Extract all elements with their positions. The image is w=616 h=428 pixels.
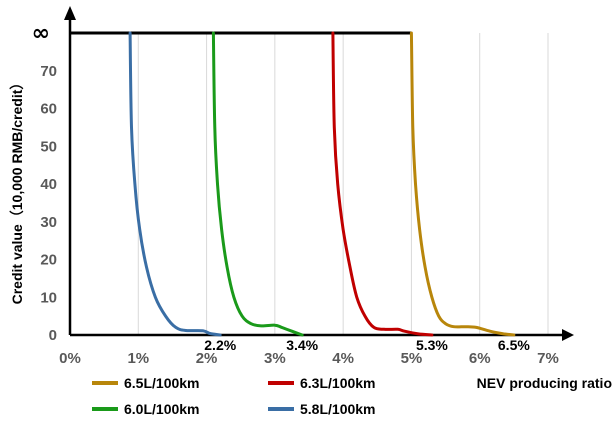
threshold-annotation: 3.4% [286,337,318,353]
y-tick-label: 20 [40,252,57,269]
grid-layer [137,33,549,335]
x-tick-label: 1% [127,350,149,367]
label-layer: 0 10 20 30 40 50 60 70 ∞ 0% 1% 2% 3% 4% 5% 6% 7% 2.2% 3.4%… [9,21,612,391]
series-layer [128,31,516,337]
x-tick-label: 0% [59,350,81,367]
y-tick-label: 10 [40,289,57,306]
y-axis-title: Credit value（10,000 RMB/credit） [9,76,25,305]
y-tick-label: 30 [40,214,57,231]
y-tick-label: 40 [40,176,57,193]
y-tick-label: ∞ [32,21,50,46]
legend-label: 6.0L/100km [124,401,200,417]
axis-layer [64,6,574,341]
y-tick-label: 50 [40,138,57,155]
threshold-annotation: 2.2% [204,337,236,353]
x-tick-label: 2% [196,350,218,367]
legend: 6.5L/100km 6.3L/100km 6.0L/100km 5.8L/100km [92,375,376,417]
series-line [409,31,516,337]
x-tick-label: 3% [264,350,286,367]
x-tick-label: 7% [537,350,559,367]
threshold-annotation: 6.5% [498,337,530,353]
y-tick-label: 0 [49,327,57,344]
legend-label: 5.8L/100km [300,401,376,417]
series-line [128,31,222,337]
y-tick-label: 70 [40,63,57,80]
series-line [331,31,434,337]
x-tick-label: 5% [401,350,423,367]
legend-label: 6.3L/100km [300,375,376,391]
x-tick-label: 6% [469,350,491,367]
x-axis-arrow [562,329,574,341]
legend-label: 6.5L/100km [124,375,200,391]
threshold-annotation: 5.3% [416,337,448,353]
y-axis-arrow [64,6,76,20]
x-tick-label: 4% [332,350,354,367]
x-axis-title: NEV producing ratio [477,375,612,391]
series-line [211,31,304,337]
y-tick-label: 60 [40,101,57,118]
